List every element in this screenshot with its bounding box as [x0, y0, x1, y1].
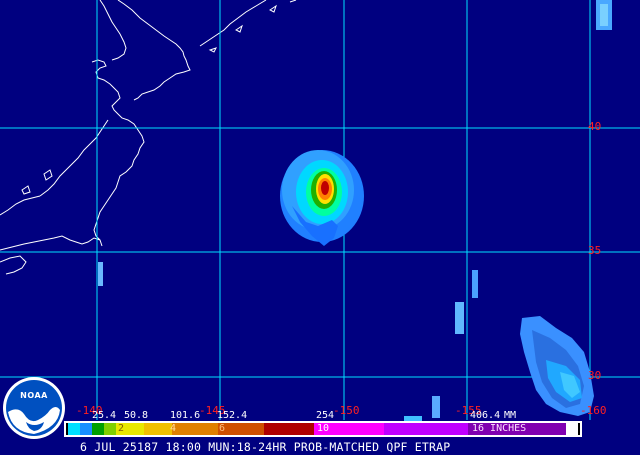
coastline — [0, 0, 297, 275]
longitude-label: -155 — [455, 404, 482, 417]
scale-mm-label: 101.6 — [170, 410, 201, 421]
noaa-logo-text: NOAA — [20, 391, 48, 400]
noaa-seal-icon — [3, 377, 65, 439]
scale-mm-label: 25.4 — [92, 410, 117, 421]
scale-inch-label: 4 — [170, 423, 177, 434]
scale-units-label: MM — [504, 410, 517, 421]
scale-inch-label: 6 — [219, 423, 226, 434]
scale-mm-label: 152.4 — [217, 410, 248, 421]
precip-east-band — [520, 316, 594, 416]
longitude-label: -145 — [199, 404, 226, 417]
noaa-logo: NOAA — [2, 376, 66, 440]
scale-mm-label: 50.8 — [124, 410, 149, 421]
lat-lon-grid — [0, 0, 640, 420]
longitude-label: -160 — [580, 404, 607, 417]
scale-inch-label: 16 INCHES — [472, 423, 527, 434]
scale-inch-label: 10 — [317, 423, 330, 434]
latitude-label: 35 — [588, 244, 602, 257]
precip-small-cells — [98, 0, 612, 422]
latitude-label: 30 — [588, 369, 602, 382]
longitude-label: -150 — [333, 404, 360, 417]
map-caption: 6 JUL 25187 18:00 MUN:18-24HR PROB-MATCH… — [80, 440, 451, 454]
scale-mm-label: 254 — [316, 410, 335, 421]
longitude-label: -140 — [76, 404, 103, 417]
scale-inch-label: 2 — [118, 423, 125, 434]
scale-mm-label: 406.4 — [470, 410, 501, 421]
color-scale — [64, 421, 582, 437]
latitude-label: 40 — [588, 120, 602, 133]
precip-main-cell — [280, 150, 364, 246]
